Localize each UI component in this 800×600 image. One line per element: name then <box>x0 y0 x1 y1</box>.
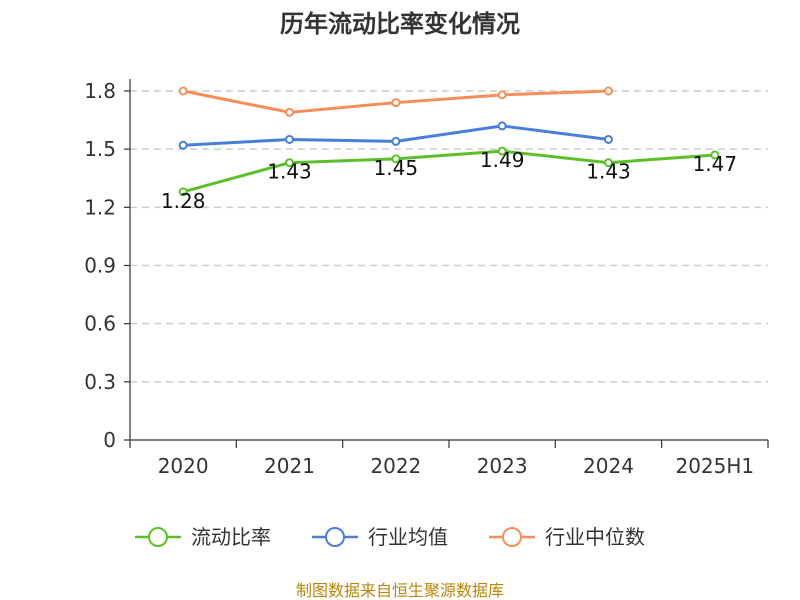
y-tick-label: 0.9 <box>84 254 116 278</box>
legend-marker <box>502 527 522 547</box>
y-tick-label: 0.6 <box>84 312 116 336</box>
data-point <box>178 187 188 197</box>
y-tick-label: 1.2 <box>84 195 116 219</box>
data-point <box>285 107 294 117</box>
legend-label: 流动比率 <box>191 525 271 549</box>
y-tick-label: 0.3 <box>84 370 116 394</box>
data-point <box>178 140 188 150</box>
data-label: 1.43 <box>267 160 312 184</box>
data-label: 1.45 <box>374 156 419 180</box>
source-note: 制图数据来自恒生聚源数据库 <box>296 581 504 600</box>
data-point <box>604 86 613 96</box>
data-point <box>391 136 401 146</box>
data-point <box>285 134 294 144</box>
data-point <box>604 134 613 144</box>
data-point <box>710 150 720 160</box>
data-label-layer: 1.28 1.43 1.45 1.49 1.43 1.47 <box>161 148 737 213</box>
data-label: 1.49 <box>480 148 525 172</box>
y-tick-label: 1.8 <box>84 79 116 103</box>
x-tick-label: 2025H1 <box>675 454 754 478</box>
legend-label: 行业中位数 <box>545 525 645 549</box>
data-label: 1.43 <box>586 160 631 184</box>
series-0 <box>178 146 720 197</box>
data-label: 1.28 <box>161 189 206 213</box>
x-tick-label: 2024 <box>583 454 634 478</box>
x-tick-label: 2020 <box>158 454 209 478</box>
legend-marker <box>148 527 168 547</box>
x-tick-label: 2022 <box>370 454 421 478</box>
series-line <box>182 149 715 194</box>
chart-title: 历年流动比率变化情况 <box>280 10 520 38</box>
legend-item[interactable]: 行业均值 <box>312 525 448 549</box>
y-tick-label: 0 <box>103 428 116 452</box>
data-point <box>178 86 188 96</box>
series-1 <box>178 121 613 150</box>
x-tick-label: 2023 <box>477 454 528 478</box>
data-point <box>497 146 507 156</box>
data-label: 1.47 <box>693 152 738 176</box>
data-point <box>391 154 401 164</box>
data-point <box>497 90 507 100</box>
legend-label: 行业均值 <box>368 525 448 549</box>
data-point <box>391 98 401 108</box>
series-layer <box>178 86 720 197</box>
axis-layer: 0 0.3 0.6 0.9 1.2 1.5 1.8 2020 2021 2022 2023 2024 2… <box>84 79 769 478</box>
x-tick-label: 2021 <box>264 454 315 478</box>
series-2 <box>178 86 613 117</box>
data-point <box>604 158 613 168</box>
y-tick-label: 1.5 <box>84 137 116 161</box>
grid-layer <box>130 90 768 383</box>
legend-item[interactable]: 行业中位数 <box>489 525 645 549</box>
legend-item[interactable]: 流动比率 <box>135 525 271 549</box>
data-point <box>497 121 507 131</box>
data-point <box>285 158 294 168</box>
legend-marker <box>325 527 345 547</box>
legend: 流动比率 行业均值 行业中位数 <box>135 525 645 549</box>
